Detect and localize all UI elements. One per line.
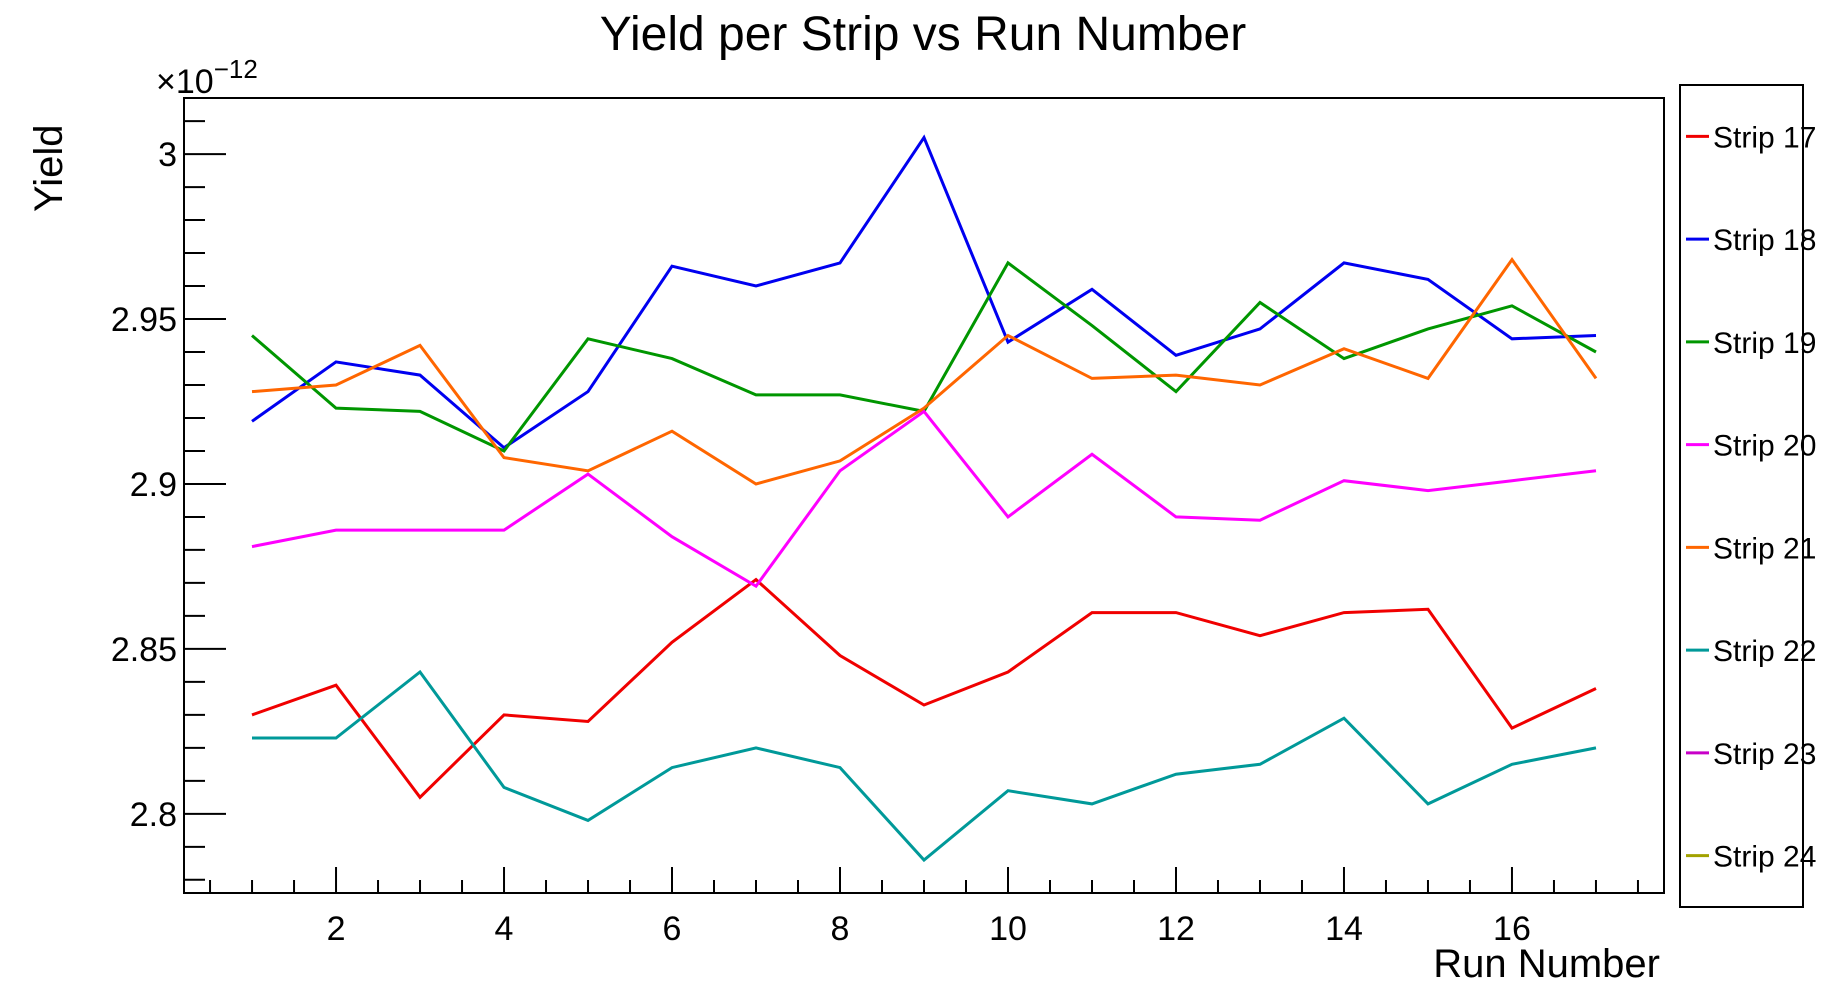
y-axis-title: Yield (27, 125, 71, 212)
x-tick-label: 12 (1157, 910, 1195, 948)
exponent-power: −12 (214, 54, 258, 84)
series-line-strip-21 (251, 257, 1598, 486)
data-series (251, 134, 1598, 863)
legend-label: Strip 20 (1713, 430, 1816, 463)
axis-tick-labels: 2 4 6 8 10 12 14 16 2.8 2.85 2.9 2.95 3 (111, 136, 1531, 948)
x-tick-label: 14 (1325, 910, 1363, 948)
series-line-strip-17 (251, 577, 1597, 800)
y-tick-label: 2.85 (111, 631, 177, 669)
series-line-strip-20 (251, 409, 1597, 589)
x-axis-title: Run Number (1433, 942, 1660, 986)
legend: Strip 17 Strip 18 Strip 19 Strip 20 Strip 21… (1679, 84, 1816, 908)
legend-entries: Strip 17 Strip 18 Strip 19 Strip 20 Strip 21… (1686, 121, 1816, 874)
y-tick-label: 3 (158, 136, 177, 174)
y-tick-label: 2.8 (130, 796, 177, 834)
x-tick-label: 2 (327, 910, 346, 948)
x-tick-label: 16 (1493, 910, 1531, 948)
legend-label: Strip 18 (1713, 224, 1816, 257)
legend-label: Strip 24 (1713, 841, 1816, 874)
x-tick-label: 4 (495, 910, 514, 948)
y-axis-exponent: ×10−12 (156, 54, 258, 101)
legend-label: Strip 23 (1713, 738, 1816, 771)
series-line-strip-18 (251, 134, 1597, 450)
exponent-base: ×10 (156, 63, 214, 101)
x-tick-label: 8 (831, 910, 850, 948)
legend-label: Strip 22 (1713, 635, 1816, 668)
x-tick-label: 10 (989, 910, 1027, 948)
series-line-strip-22 (252, 669, 1597, 863)
legend-label: Strip 17 (1713, 121, 1816, 154)
plot-frame (183, 97, 1665, 894)
legend-box (1679, 84, 1804, 908)
legend-label: Strip 21 (1713, 532, 1816, 565)
chart-title: Yield per Strip vs Run Number (600, 8, 1246, 61)
series-line-strip-19 (251, 260, 1597, 453)
x-tick-label: 6 (663, 910, 682, 948)
y-tick-label: 2.95 (111, 301, 177, 339)
axis-ticks (184, 120, 1639, 893)
legend-label: Strip 19 (1713, 327, 1816, 360)
y-tick-label: 2.9 (130, 466, 177, 504)
